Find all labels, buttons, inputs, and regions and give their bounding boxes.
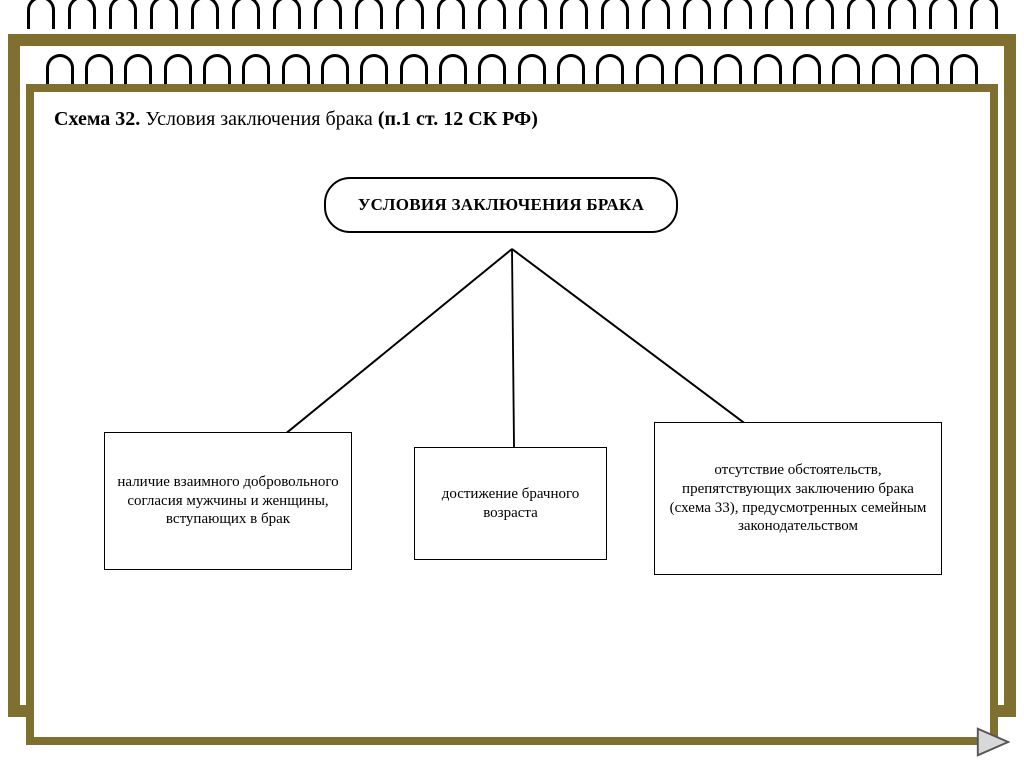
- spiral-ring: [273, 0, 301, 29]
- spiral-ring: [203, 54, 231, 87]
- spiral-ring: [321, 54, 349, 87]
- spiral-ring: [911, 54, 939, 87]
- spiral-ring: [109, 0, 137, 29]
- spiral-ring: [282, 54, 310, 87]
- spiral-binding-inner: [20, 54, 1004, 87]
- child-label-2: отсутствие обстоятельств, препятствующих…: [663, 461, 933, 536]
- spiral-ring: [27, 0, 55, 29]
- spiral-ring: [232, 0, 260, 29]
- spiral-ring: [124, 54, 152, 87]
- spiral-ring: [596, 54, 624, 87]
- spiral-ring: [636, 54, 664, 87]
- spiral-ring: [675, 54, 703, 87]
- spiral-ring: [437, 0, 465, 29]
- spiral-binding-outer: [0, 0, 1024, 29]
- spiral-ring: [68, 0, 96, 29]
- spiral-ring: [888, 0, 916, 29]
- next-button[interactable]: [974, 725, 1012, 759]
- spiral-ring: [314, 0, 342, 29]
- spiral-ring: [714, 54, 742, 87]
- spiral-ring: [191, 0, 219, 29]
- spiral-ring: [765, 0, 793, 29]
- child-label-0: наличие взаимного добровольного согласия…: [113, 473, 343, 529]
- spiral-ring: [439, 54, 467, 87]
- spiral-ring: [360, 54, 388, 87]
- spiral-ring: [832, 54, 860, 87]
- spiral-ring: [872, 54, 900, 87]
- root-node: УСЛОВИЯ ЗАКЛЮЧЕНИЯ БРАКА: [324, 177, 678, 233]
- spiral-ring: [400, 54, 428, 87]
- spiral-ring: [754, 54, 782, 87]
- spiral-ring: [601, 0, 629, 29]
- spiral-ring: [970, 0, 998, 29]
- diagram-content: Схема 32. Условия заключения брака (п.1 …: [44, 102, 980, 727]
- spiral-ring: [164, 54, 192, 87]
- spiral-ring: [85, 54, 113, 87]
- spiral-ring: [519, 0, 547, 29]
- spiral-ring: [683, 0, 711, 29]
- spiral-ring: [557, 54, 585, 87]
- spiral-ring: [242, 54, 270, 87]
- root-label: УСЛОВИЯ ЗАКЛЮЧЕНИЯ БРАКА: [358, 195, 644, 215]
- child-node-0: наличие взаимного добровольного согласия…: [104, 432, 352, 570]
- spiral-ring: [560, 0, 588, 29]
- spiral-ring: [806, 0, 834, 29]
- inner-frame: Схема 32. Условия заключения брака (п.1 …: [26, 84, 998, 745]
- page: Схема 32. Условия заключения брака (п.1 …: [0, 0, 1024, 767]
- child-label-1: достижение брачного возраста: [423, 485, 598, 523]
- child-node-1: достижение брачного возраста: [414, 447, 607, 560]
- spiral-ring: [518, 54, 546, 87]
- play-icon: [974, 725, 1012, 759]
- spiral-ring: [929, 0, 957, 29]
- spiral-ring: [478, 0, 506, 29]
- spiral-ring: [793, 54, 821, 87]
- spiral-ring: [724, 0, 752, 29]
- spiral-ring: [950, 54, 978, 87]
- spiral-ring: [46, 54, 74, 87]
- spiral-ring: [396, 0, 424, 29]
- spiral-ring: [478, 54, 506, 87]
- spiral-ring: [642, 0, 670, 29]
- spiral-ring: [355, 0, 383, 29]
- child-node-2: отсутствие обстоятельств, препятствующих…: [654, 422, 942, 575]
- spiral-ring: [150, 0, 178, 29]
- spiral-ring: [847, 0, 875, 29]
